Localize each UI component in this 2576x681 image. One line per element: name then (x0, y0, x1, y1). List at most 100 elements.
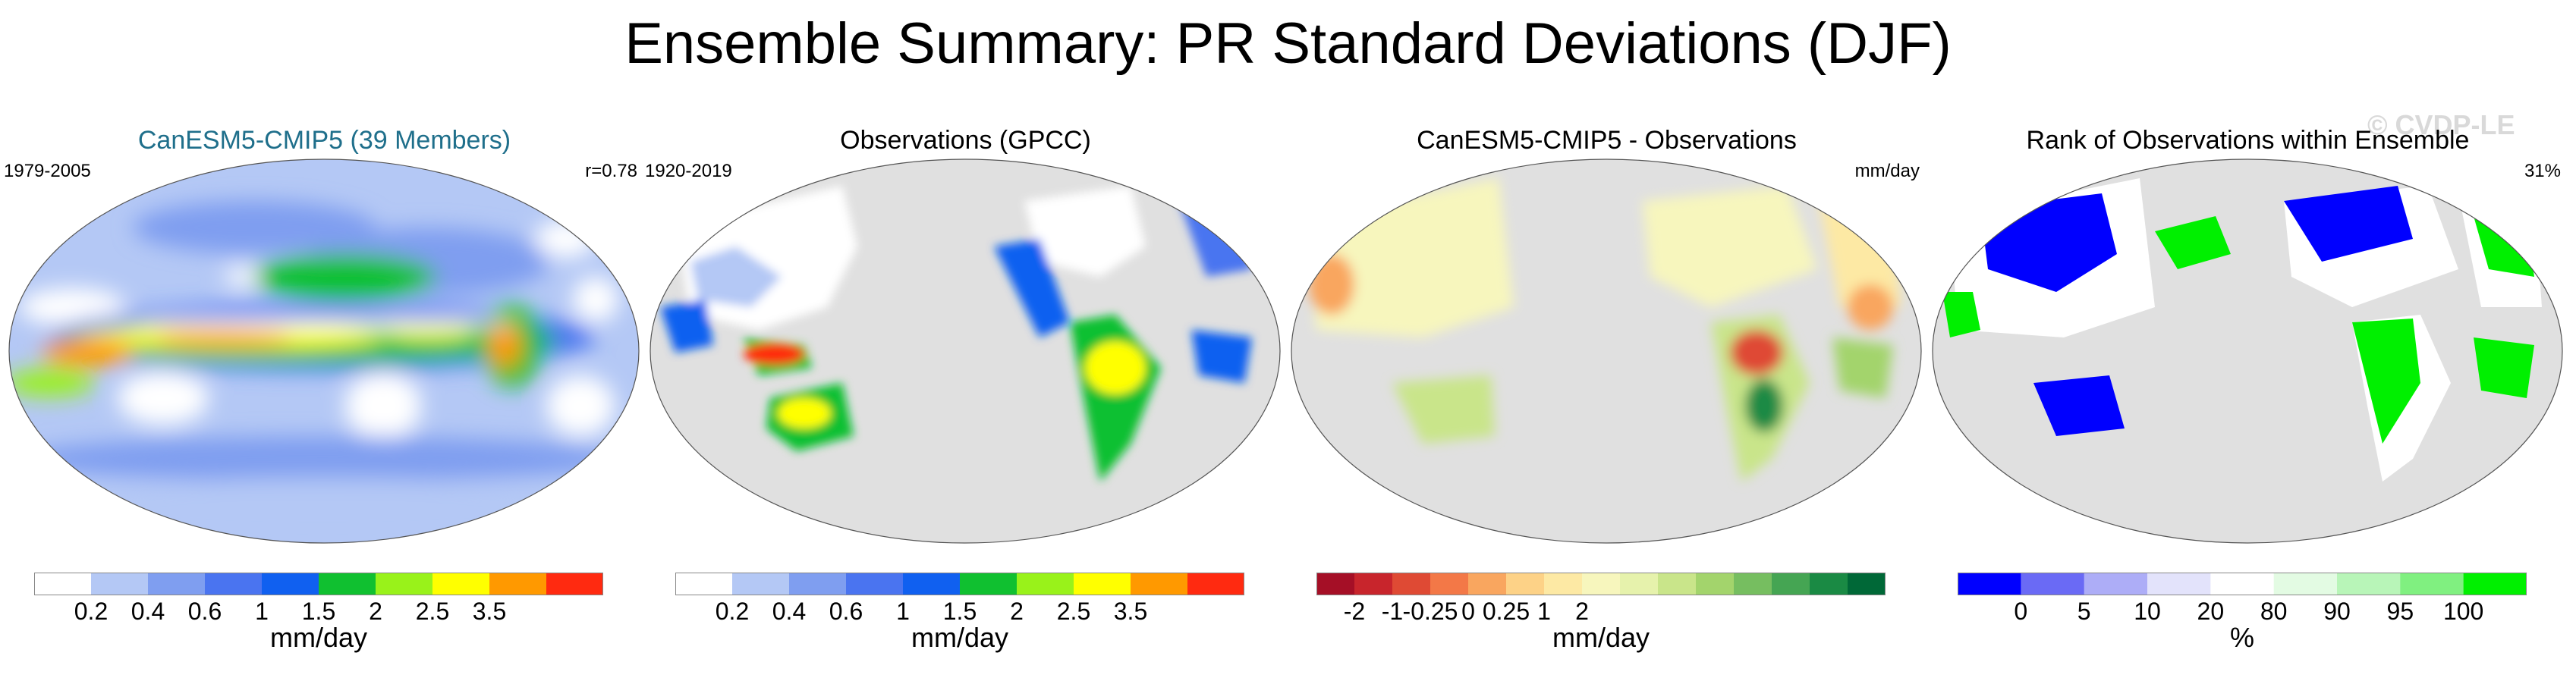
colorbar-tick-label: 0.4 (131, 598, 165, 625)
colorbar-tick-label: -1 (1381, 598, 1404, 625)
colorbar-tick-label: 1 (255, 598, 269, 625)
colorbar-swatch (903, 573, 961, 595)
colorbar-swatch (1392, 573, 1431, 595)
colorbar (675, 573, 1244, 595)
period-label: 1979-2005 (4, 161, 91, 181)
colorbar-swatch (1810, 573, 1848, 595)
panel-model: CanESM5-CMIP5 (39 Members) 1979-2005 r=0… (4, 114, 645, 675)
colorbar-tick-label: 2 (1575, 598, 1589, 625)
colorbar-swatch (675, 573, 733, 595)
colorbar-tick-label: 10 (2134, 598, 2161, 625)
colorbar-swatch (1658, 573, 1697, 595)
colorbar-tick-label: 0.6 (829, 598, 863, 625)
rank-percent-label: 31% (2524, 161, 2561, 181)
colorbar-swatch (489, 573, 547, 595)
watermark: © CVDP-LE (2367, 109, 2515, 140)
map-difference (1291, 158, 1922, 544)
colorbar-tick-label: 5 (2077, 598, 2091, 625)
colorbar-swatch (1017, 573, 1074, 595)
units-label: mm/day (269, 622, 368, 653)
colorbar-tick-label: 0.2 (715, 598, 750, 625)
colorbar-tick-label: 2.5 (415, 598, 450, 625)
colorbar-swatch (1620, 573, 1659, 595)
colorbar-swatch (546, 573, 603, 595)
colorbar-swatch (789, 573, 847, 595)
colorbar-tick-label: 1 (1537, 598, 1551, 625)
colorbar-swatch (34, 573, 92, 595)
panel-difference: CanESM5-CMIP5 - Observations mm/day - (1286, 114, 1927, 675)
colorbar-swatch (2400, 573, 2464, 595)
colorbar-tick-label: 0.6 (187, 598, 222, 625)
units-label: % (2229, 622, 2254, 653)
colorbar-tick-label: 80 (2260, 598, 2288, 625)
panel-title: CanESM5-CMIP5 (39 Members) (137, 126, 511, 155)
colorbar-swatch (2021, 573, 2085, 595)
colorbar-swatch (960, 573, 1018, 595)
colorbar-tick-label: 20 (2197, 598, 2225, 625)
period-label: 1920-2019 (645, 161, 732, 181)
panel-title: CanESM5-CMIP5 - Observations (1417, 126, 1797, 155)
colorbar-swatch (846, 573, 904, 595)
colorbar-swatch (732, 573, 790, 595)
colorbar-swatch (1354, 573, 1393, 595)
colorbar-swatch (262, 573, 319, 595)
colorbar-swatch (376, 573, 433, 595)
colorbar-swatch (1316, 573, 1355, 595)
colorbar-tick-label: 90 (2323, 598, 2351, 625)
colorbar-tick-label: 1 (896, 598, 910, 625)
colorbar-swatch (148, 573, 206, 595)
map-rank (1932, 158, 2563, 544)
colorbar-swatch (1187, 573, 1244, 595)
colorbar-swatch (91, 573, 149, 595)
colorbar (1316, 573, 1886, 595)
panel-title: Rank of Observations within Ensemble (2026, 126, 2470, 155)
colorbar-swatch (1430, 573, 1469, 595)
colorbar (34, 573, 603, 595)
colorbar-ticks: -2 -1 -0.25 0 0.25 1 2 (1316, 598, 1886, 625)
colorbar-tick-label: 95 (2386, 598, 2414, 625)
colorbar-tick-label: 0.2 (74, 598, 109, 625)
colorbar-swatch (1074, 573, 1131, 595)
colorbar-tick-label: 3.5 (472, 598, 507, 625)
colorbar-tick-label: 3.5 (1113, 598, 1148, 625)
colorbar-outline (1316, 573, 1886, 595)
colorbar-ticks: 0.2 0.4 0.6 1 1.5 2 2.5 3.5 (34, 598, 603, 625)
colorbar-swatch (205, 573, 263, 595)
colorbar-swatch (1848, 573, 1886, 595)
colorbar-tick-label: -2 (1343, 598, 1366, 625)
colorbar-tick-label: 0 (1461, 598, 1475, 625)
map-model (8, 158, 640, 544)
colorbar-swatch (1772, 573, 1810, 595)
units-label: mm/day (1552, 622, 1650, 653)
colorbar-tick-label: 100 (2442, 598, 2484, 625)
colorbar-swatch (1734, 573, 1772, 595)
units-label: mm/day (911, 622, 1009, 653)
colorbar-outline (675, 573, 1244, 595)
colorbar-tick-label: 0.25 (1482, 598, 1530, 625)
colorbar-tick-label: 0 (2014, 598, 2028, 625)
panel-rank: Rank of Observations within Ensemble 31%… (1927, 114, 2568, 675)
colorbar-tick-label: -0.25 (1402, 598, 1458, 625)
panel-title: Observations (GPCC) (840, 126, 1091, 155)
colorbar-swatch (1468, 573, 1507, 595)
colorbar-swatch (1696, 573, 1735, 595)
colorbar-swatch (1506, 573, 1545, 595)
colorbar-swatch (2210, 573, 2275, 595)
colorbar-swatch (1131, 573, 1188, 595)
colorbar-swatch (1582, 573, 1621, 595)
correlation-label: r=0.78 (585, 161, 637, 181)
colorbar-tick-label: 2 (369, 598, 382, 625)
colorbar-outline (34, 573, 603, 595)
colorbar-ticks: 0 5 10 20 80 90 95 100 (1958, 598, 2527, 625)
colorbar-outline (1958, 573, 2527, 595)
colorbar-tick-label: 1.5 (301, 598, 336, 625)
colorbar-swatch (432, 573, 490, 595)
panel-observations: Observations (GPCC) 1920-2019 (645, 114, 1286, 675)
colorbar-swatch (2273, 573, 2338, 595)
colorbar-ticks: 0.2 0.4 0.6 1 1.5 2 2.5 3.5 (675, 598, 1244, 625)
colorbar-swatch (2084, 573, 2148, 595)
colorbar-swatch (1544, 573, 1583, 595)
colorbar-swatch (2147, 573, 2211, 595)
colorbar-tick-label: 2.5 (1056, 598, 1091, 625)
colorbar-swatch (2463, 573, 2527, 595)
